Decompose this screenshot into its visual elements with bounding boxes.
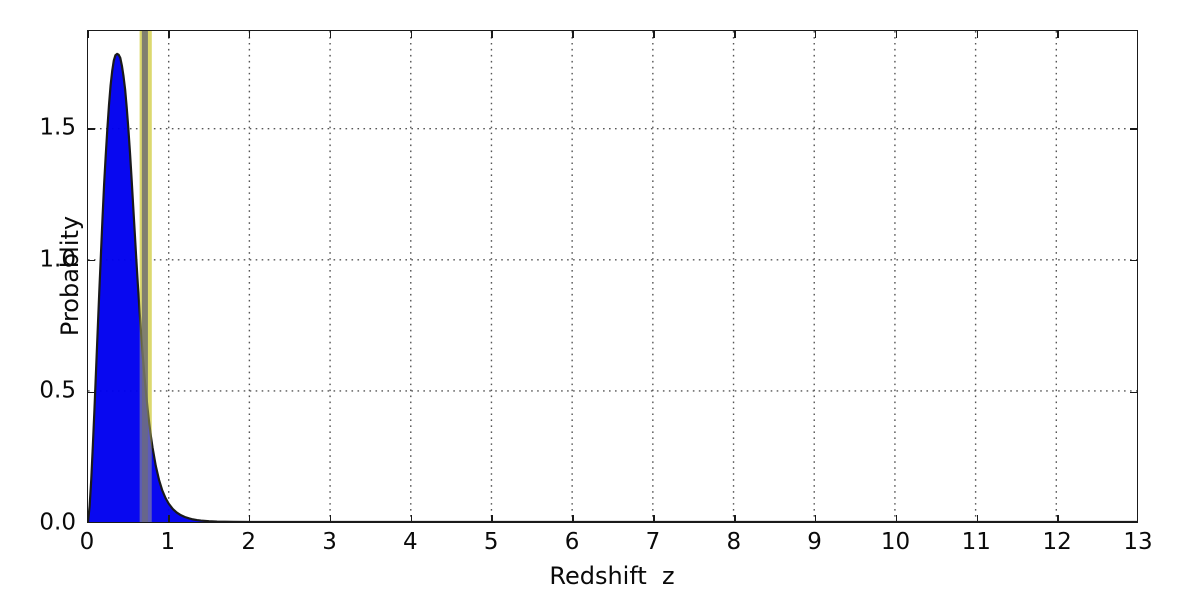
y-tick-label: 0.0 bbox=[39, 509, 76, 536]
x-tick-mark bbox=[572, 515, 574, 522]
x-tick-label: 3 bbox=[322, 529, 337, 555]
x-tick-mark bbox=[653, 515, 655, 522]
x-tick-label: 0 bbox=[79, 529, 95, 555]
x-tick-mark bbox=[168, 515, 170, 522]
x-tick-mark bbox=[248, 31, 251, 38]
x-tick-mark bbox=[88, 515, 89, 522]
x-tick-mark bbox=[491, 31, 494, 38]
plot-area bbox=[87, 30, 1138, 523]
x-tick-label: 5 bbox=[483, 529, 499, 555]
x-tick-mark bbox=[895, 31, 898, 38]
x-tick-mark bbox=[88, 31, 89, 38]
y-tick-label: 0.5 bbox=[39, 377, 76, 404]
y-tick-mark bbox=[1130, 128, 1137, 130]
y-tick-label: 1.0 bbox=[39, 246, 76, 273]
x-tick-label: 1 bbox=[160, 529, 176, 555]
x-tick-mark bbox=[814, 31, 817, 38]
x-tick-label: 8 bbox=[726, 529, 742, 555]
x-tick-mark bbox=[976, 31, 979, 38]
x-tick-mark bbox=[895, 515, 898, 522]
x-tick-label: 11 bbox=[961, 529, 991, 555]
x-tick-mark bbox=[329, 515, 332, 522]
x-tick-label: 7 bbox=[645, 529, 661, 555]
x-tick-mark bbox=[653, 31, 655, 38]
x-tick-label: 13 bbox=[1123, 529, 1153, 555]
x-tick-mark bbox=[491, 515, 494, 522]
x-tick-mark bbox=[248, 515, 251, 522]
x-tick-mark bbox=[1057, 515, 1059, 522]
y-tick-label: 1.5 bbox=[39, 114, 76, 141]
y-tick-mark bbox=[1130, 391, 1137, 394]
x-tick-label: 6 bbox=[564, 529, 580, 555]
y-axis-label: Probablity bbox=[56, 215, 85, 337]
x-tick-mark bbox=[733, 31, 736, 38]
x-tick-label: 4 bbox=[403, 529, 418, 555]
x-tick-mark bbox=[410, 515, 413, 522]
x-tick-mark bbox=[814, 515, 817, 522]
x-tick-label: 12 bbox=[1042, 529, 1072, 555]
y-tick-mark bbox=[88, 128, 95, 130]
x-tick-label: 9 bbox=[807, 529, 822, 555]
probability-curve bbox=[88, 31, 1137, 522]
grid-lines bbox=[88, 31, 1137, 522]
y-tick-mark bbox=[1130, 259, 1137, 262]
x-tick-mark bbox=[733, 515, 736, 522]
x-tick-mark bbox=[329, 31, 332, 38]
x-tick-mark bbox=[1057, 31, 1059, 38]
x-tick-mark bbox=[410, 31, 413, 38]
x-tick-mark bbox=[976, 515, 979, 522]
x-tick-mark bbox=[572, 31, 574, 38]
y-tick-mark bbox=[88, 259, 95, 262]
x-tick-label: 10 bbox=[880, 529, 911, 555]
y-tick-mark bbox=[88, 391, 95, 394]
x-tick-mark bbox=[168, 31, 170, 38]
x-tick-label: 2 bbox=[241, 529, 257, 555]
x-axis-label: Redshift z bbox=[549, 562, 675, 590]
